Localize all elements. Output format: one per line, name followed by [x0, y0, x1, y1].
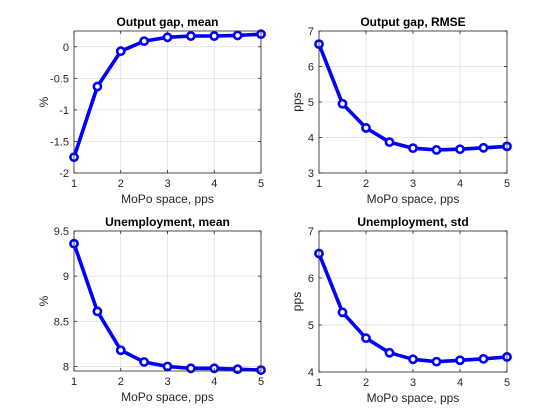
subplot-1: 1 2 3 4 5 -2 -1.5 -1 -0.5 0 Output gap, mean MoPo s… — [37, 15, 266, 206]
data-point — [431, 145, 442, 155]
x-tick-label: 4 — [211, 178, 217, 190]
y-tick-label: 3 — [308, 168, 314, 180]
x-tick-label: 1 — [71, 376, 77, 388]
data-point — [361, 333, 371, 344]
x-tick-label: 1 — [316, 178, 322, 190]
x-tick-label: 2 — [118, 178, 124, 190]
data-point — [232, 30, 243, 41]
data-point — [139, 36, 150, 46]
x-tick-label: 1 — [316, 377, 322, 389]
data-point — [115, 345, 126, 356]
data-point — [455, 355, 465, 366]
subplot-title: Unemployment, std — [357, 215, 468, 229]
x-axis-label: MoPo space, pps — [367, 192, 460, 206]
y-tick-label: -2 — [59, 168, 69, 180]
x-tick-label: 5 — [504, 178, 510, 190]
x-tick-label: 3 — [164, 178, 170, 190]
y-tick-label: -1 — [59, 105, 69, 117]
subplot-title: Output gap, mean — [117, 15, 219, 29]
y-tick-label: 6 — [308, 273, 314, 285]
x-tick-label: 5 — [258, 376, 264, 388]
data-point — [337, 307, 348, 318]
x-tick-label: 4 — [457, 377, 463, 389]
data-point — [478, 353, 489, 364]
x-tick-label: 2 — [363, 178, 369, 190]
x-tick-label: 4 — [457, 178, 463, 190]
x-tick-label: 3 — [164, 376, 170, 388]
x-tick-label: 2 — [118, 376, 124, 388]
y-tick-label: 5 — [308, 97, 314, 109]
data-point — [455, 144, 465, 155]
subplot-3: 1 2 3 4 5 8 8.5 9 9.5 Unemployment, mean MoPo spac… — [37, 215, 266, 404]
data-point — [232, 364, 243, 375]
x-axis-label: MoPo space, pps — [121, 192, 214, 206]
x-tick-label: 5 — [258, 178, 264, 190]
x-tick-label: 3 — [410, 178, 416, 190]
y-axis-label: % — [37, 295, 51, 306]
data-point — [185, 363, 196, 374]
subplot-2: 1 2 3 4 5 3 4 5 6 7 Output gap, RMSE MoPo space, pp… — [290, 15, 512, 206]
data-point — [139, 357, 150, 367]
data-point — [384, 137, 395, 148]
data-point — [384, 347, 395, 358]
x-axis-label: MoPo space, pps — [121, 390, 214, 404]
y-tick-label: 8 — [63, 361, 69, 373]
x-axis-label: MoPo space, pps — [367, 391, 460, 405]
y-tick-label: 9 — [63, 271, 69, 283]
y-tick-label: -1.5 — [50, 136, 69, 148]
y-tick-label: 5 — [308, 320, 314, 332]
x-tick-label: 3 — [410, 377, 416, 389]
data-point — [162, 32, 173, 43]
data-point — [92, 81, 103, 92]
y-tick-label: 0 — [63, 42, 69, 54]
data-point — [115, 46, 126, 57]
data-point — [408, 354, 418, 365]
x-tick-label: 2 — [363, 377, 369, 389]
data-point — [478, 142, 489, 153]
data-point — [92, 306, 103, 317]
y-tick-label: 9.5 — [54, 226, 69, 238]
y-axis-label: % — [37, 96, 51, 107]
data-point — [337, 98, 348, 109]
y-tick-label: 4 — [308, 367, 314, 379]
data-point — [361, 123, 371, 133]
x-tick-label: 1 — [71, 178, 77, 190]
x-tick-label: 5 — [504, 377, 510, 389]
y-tick-label: -0.5 — [50, 73, 69, 85]
subplot-title: Output gap, RMSE — [360, 15, 465, 29]
y-tick-label: 7 — [308, 26, 314, 38]
subplot-title: Unemployment, mean — [105, 215, 230, 229]
y-tick-label: 8.5 — [54, 316, 69, 328]
data-point — [408, 143, 418, 154]
y-tick-label: 4 — [308, 133, 314, 145]
y-axis-label: pps — [290, 92, 304, 111]
x-tick-label: 4 — [211, 376, 217, 388]
data-point — [185, 31, 196, 41]
y-tick-label: 6 — [308, 62, 314, 74]
subplot-4: 1 2 3 4 5 4 5 6 7 Unemployment, std MoPo space, pp… — [290, 215, 512, 405]
data-point — [431, 356, 442, 367]
y-tick-label: 7 — [308, 226, 314, 238]
y-axis-label: pps — [290, 292, 304, 311]
